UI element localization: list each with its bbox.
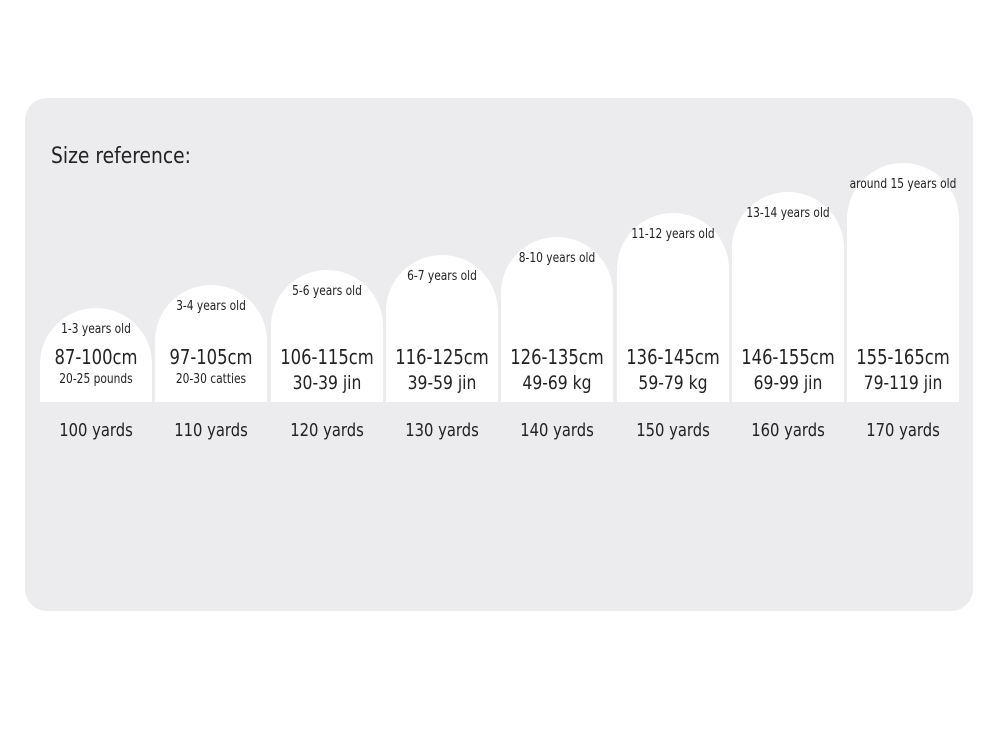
- size-label: 100 yards: [59, 420, 133, 441]
- size-arch: [270, 270, 383, 402]
- size-label: 140 yards: [520, 420, 594, 441]
- height-label: 106-115cm: [279, 345, 374, 369]
- size-label: 150 yards: [635, 420, 710, 441]
- weight-label: 59-79 kg: [637, 372, 708, 394]
- age-label: 13-14 years old: [746, 206, 830, 221]
- height-label: 116-125cm: [395, 345, 489, 369]
- height-label: 155-165cm: [856, 345, 950, 369]
- title: Size reference:: [51, 144, 191, 169]
- size-arch: [616, 213, 729, 402]
- height-label: 126-135cm: [510, 345, 604, 369]
- size-label: 170 yards: [866, 420, 940, 441]
- height-label: 97-105cm: [169, 345, 253, 369]
- size-label: 110 yards: [174, 420, 249, 441]
- age-label: 5-6 years old: [291, 284, 362, 299]
- size-arch: [155, 285, 268, 402]
- size-label: 160 yards: [751, 420, 825, 441]
- weight-label: 69-99 jin: [753, 372, 823, 394]
- weight-label: 49-69 kg: [522, 372, 592, 394]
- age-label: 11-12 years old: [630, 227, 715, 242]
- age-label: 6-7 years old: [407, 269, 477, 284]
- size-label: 130 yards: [405, 420, 479, 441]
- weight-label: 30-39 jin: [292, 372, 361, 394]
- size-arch: [847, 163, 960, 402]
- size-arch: [385, 255, 498, 402]
- age-label: around 15 years old: [849, 177, 957, 192]
- size-arch: [40, 308, 152, 402]
- weight-label: 79-119 jin: [863, 372, 943, 394]
- size-arch: [501, 237, 614, 402]
- height-label: 146-155cm: [741, 345, 835, 369]
- size-label: 120 yards: [289, 420, 364, 441]
- height-label: 87-100cm: [54, 345, 138, 369]
- age-label: 3-4 years old: [176, 299, 247, 314]
- weight-label: 39-59 jin: [407, 372, 477, 394]
- weight-label: 20-30 catties: [176, 372, 247, 387]
- size-arch: [731, 192, 844, 402]
- height-label: 136-145cm: [625, 345, 720, 369]
- age-label: 8-10 years old: [518, 251, 596, 266]
- weight-label: 20-25 pounds: [59, 372, 133, 387]
- age-label: 1-3 years old: [61, 322, 131, 337]
